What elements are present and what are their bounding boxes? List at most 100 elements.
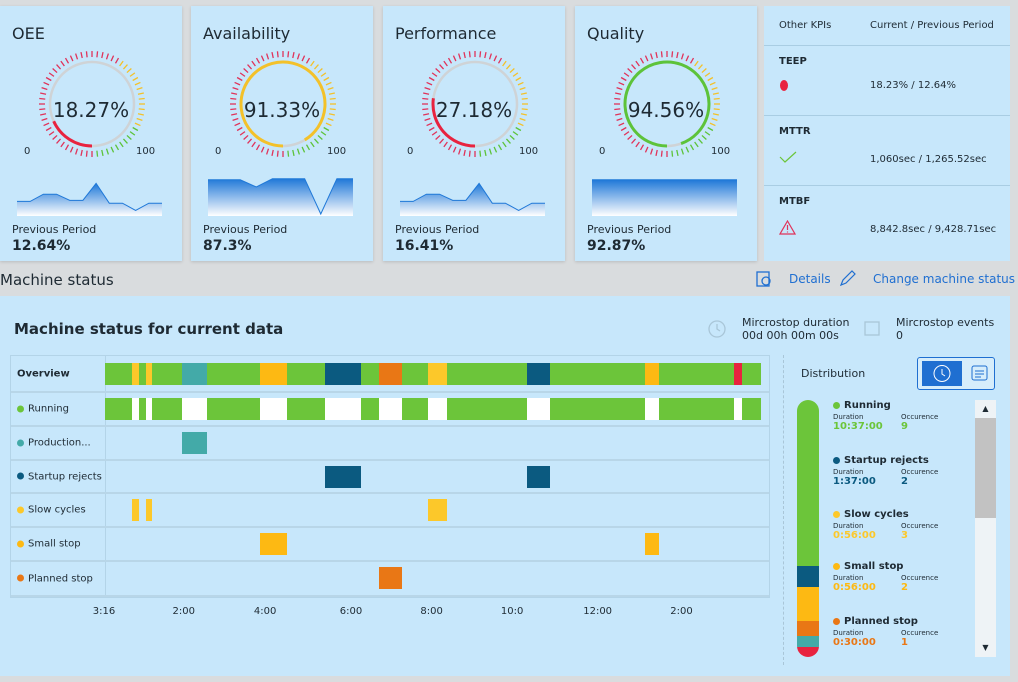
duration-value: 10:37:00 — [833, 421, 883, 432]
gauge-tick — [676, 149, 679, 156]
gauge-tick — [230, 108, 237, 111]
timeline-row: Running — [11, 393, 769, 427]
distribution-scrollbar[interactable]: ▲ ▼ — [975, 400, 996, 657]
details-icon[interactable] — [755, 270, 773, 288]
running-gap[interactable] — [181, 398, 208, 420]
status-block[interactable] — [428, 499, 448, 521]
distribution-item: Running Duration Occurence 10:37:00 9 — [833, 400, 963, 432]
gauge-tick — [129, 72, 136, 77]
gauge-tick — [423, 113, 430, 116]
gauge-tick — [488, 53, 492, 60]
status-block[interactable] — [181, 432, 208, 454]
sparkline — [208, 178, 353, 216]
status-block[interactable] — [131, 499, 139, 521]
gauge-tick — [43, 81, 50, 86]
gauge-tick — [260, 55, 265, 62]
gauge-tick — [305, 57, 311, 64]
gauge-tick — [697, 138, 703, 144]
red-dot-icon — [780, 80, 788, 91]
running-gap[interactable] — [644, 398, 660, 420]
gauge-tick — [426, 122, 433, 127]
view-toggle — [917, 357, 995, 390]
gauge-tick — [509, 134, 515, 140]
overview-segment[interactable] — [131, 363, 139, 385]
gauge-tick — [655, 149, 658, 156]
legend-dot — [17, 506, 24, 513]
gauge-tick — [105, 53, 109, 60]
occurrence-label: Occurence — [901, 629, 939, 637]
gauge-tick — [101, 149, 104, 156]
gauge-tick — [428, 126, 435, 132]
duration-value: 0:30:00 — [833, 637, 876, 648]
status-block[interactable] — [644, 533, 660, 555]
distribution-segment — [797, 565, 819, 587]
timeline-row: Planned stop — [11, 562, 769, 597]
duration-value: 0:56:00 — [833, 530, 876, 541]
running-gap[interactable] — [145, 398, 153, 420]
legend-dot — [833, 617, 840, 625]
overview-segment[interactable] — [378, 363, 403, 385]
overview-segment[interactable] — [145, 363, 153, 385]
overview-segment[interactable] — [181, 363, 208, 385]
distribution-segment — [797, 635, 819, 647]
row-label: Planned stop — [28, 573, 93, 584]
gauge-tick — [468, 150, 471, 157]
overview-segment[interactable] — [428, 363, 448, 385]
gauge-tick — [60, 141, 65, 148]
gauge-tick — [43, 122, 50, 127]
calendar-view-button[interactable] — [970, 363, 990, 383]
gauge-tick — [685, 146, 690, 153]
running-gap[interactable] — [734, 398, 742, 420]
gauge-tick — [497, 144, 503, 151]
running-gap[interactable] — [428, 398, 448, 420]
gauge-max: 100 — [711, 146, 731, 157]
gauge-tick — [329, 97, 336, 100]
gauge-tick — [443, 141, 448, 148]
status-block[interactable] — [527, 466, 550, 488]
overview-segment[interactable] — [527, 363, 550, 385]
gauge-tick — [521, 97, 528, 100]
scroll-down-icon[interactable]: ▼ — [982, 643, 989, 652]
duration-label: Duration — [833, 468, 864, 476]
gauge-tick — [305, 144, 311, 151]
status-block[interactable] — [325, 466, 361, 488]
status-block[interactable] — [260, 533, 288, 555]
gauge-tick — [119, 141, 124, 148]
running-gap[interactable] — [131, 398, 139, 420]
gauge-tick — [329, 108, 336, 111]
gauge-tick — [435, 68, 441, 74]
gauge-tick — [479, 51, 482, 58]
gauge-tick — [105, 148, 109, 155]
gauge-tick — [711, 87, 718, 91]
gauge-tick — [239, 131, 246, 136]
gauge-tick — [697, 64, 703, 70]
status-block[interactable] — [378, 567, 403, 589]
microstop-events-label: Mircrostop events — [896, 316, 995, 329]
divider — [783, 355, 784, 665]
overview-segment[interactable] — [325, 363, 361, 385]
duration-label: Duration — [833, 629, 864, 637]
card-value: 91.33% — [243, 98, 321, 122]
scrollbar-thumb[interactable] — [975, 418, 996, 518]
running-gap[interactable] — [527, 398, 550, 420]
running-gap[interactable] — [260, 398, 288, 420]
clock-view-button[interactable] — [922, 361, 962, 386]
distribution-segment — [797, 646, 819, 657]
gauge-tick — [627, 134, 633, 140]
change-machine-status-link[interactable]: Change machine status — [873, 272, 1016, 286]
distribution-item: Planned stop Duration Occurence 0:30:00 1 — [833, 616, 963, 648]
gauge-tick — [126, 134, 132, 140]
gauge-tick — [493, 55, 498, 62]
status-block[interactable] — [145, 499, 153, 521]
scroll-up-icon[interactable]: ▲ — [982, 404, 989, 413]
running-gap[interactable] — [325, 398, 361, 420]
details-link[interactable]: Details — [789, 272, 831, 286]
overview-segment[interactable] — [260, 363, 288, 385]
distribution-item: Small stop Duration Occurence 0:56:00 2 — [833, 561, 963, 593]
overview-segment[interactable] — [734, 363, 742, 385]
gauge-tick — [689, 57, 695, 64]
overview-segment[interactable] — [644, 363, 660, 385]
gauge-tick — [52, 68, 58, 74]
pencil-icon[interactable] — [838, 270, 856, 288]
running-gap[interactable] — [378, 398, 403, 420]
